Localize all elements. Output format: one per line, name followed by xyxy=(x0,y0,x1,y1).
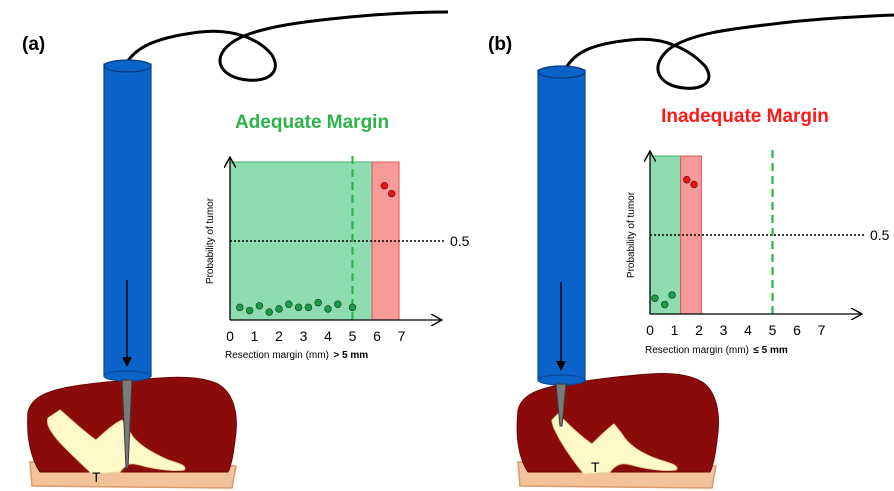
x-tick-label: 0 xyxy=(646,322,654,338)
panel-b-tumor-label: T xyxy=(591,459,600,475)
x-tick-label: 1 xyxy=(671,322,679,338)
panel-a-tumor-label: T xyxy=(92,469,101,485)
panel-a-fiber-cable xyxy=(120,10,449,82)
panel-a-tumor xyxy=(47,409,186,475)
x-tick-label: 3 xyxy=(300,328,308,344)
panel-b-x-axis-condition: ≤ 5 mm xyxy=(753,345,787,356)
panel-b-x-axis-title: Resection margin (mm) ≤ 5 mm xyxy=(645,340,788,357)
x-tick-label: 5 xyxy=(349,328,357,344)
healthy-point xyxy=(651,294,659,302)
panel-a-label: (a) xyxy=(22,34,45,55)
healthy-point xyxy=(275,305,283,313)
panel-a-x-axis-title: Resection margin (mm) > 5 mm xyxy=(225,345,368,362)
panel-b-tumor xyxy=(551,413,678,475)
tumor-point xyxy=(683,176,691,184)
panel-a-probe xyxy=(103,59,152,469)
x-tick-label: 0 xyxy=(226,328,234,344)
panel-b-y-axis-label: Probability of tumor xyxy=(626,191,637,278)
x-tick-label: 6 xyxy=(373,328,381,344)
panel-b-tissue: T xyxy=(516,373,719,489)
healthy-point xyxy=(236,303,244,312)
healthy-point xyxy=(294,303,303,312)
x-tick-label: 4 xyxy=(744,322,752,338)
panel-b-label: (b) xyxy=(488,34,512,55)
tumor-point xyxy=(380,182,389,190)
panel-a-reference-label: 0.5 xyxy=(450,233,470,249)
panel-a-needle xyxy=(121,379,133,469)
tumor-point xyxy=(690,180,698,189)
x-tick-label: 2 xyxy=(695,322,703,338)
tumor-point xyxy=(388,189,396,198)
healthy-point xyxy=(245,306,254,315)
x-tick-label: 7 xyxy=(398,328,406,344)
x-tick-label: 3 xyxy=(720,322,728,338)
healthy-point xyxy=(324,305,332,313)
x-tick-label: 6 xyxy=(793,322,801,338)
x-tick-label: 7 xyxy=(818,322,826,338)
panel-b-heading: Inadequate Margin xyxy=(661,106,829,127)
panel-b-reference-label: 0.5 xyxy=(870,227,890,243)
panel-a-x-axis-label: Resection margin (mm) xyxy=(225,350,329,361)
healthy-point xyxy=(668,291,676,299)
healthy-point xyxy=(348,303,357,312)
panel-b-fiber-cable xyxy=(561,13,894,90)
x-tick-label: 2 xyxy=(275,328,283,344)
panel-a-x-axis-condition: > 5 mm xyxy=(333,350,368,361)
healthy-point xyxy=(660,300,669,309)
panel-b-needle xyxy=(555,383,567,427)
panel-a-heading: Adequate Margin xyxy=(235,112,389,133)
healthy-point xyxy=(304,303,313,312)
panel-a-y-axis-label: Probability of tumor xyxy=(205,197,216,284)
healthy-point xyxy=(285,300,293,308)
panel-a-healthy-region xyxy=(229,161,373,321)
panel-b-x-axis-label: Resection margin (mm) xyxy=(645,345,749,356)
healthy-point xyxy=(334,300,342,308)
x-tick-label: 1 xyxy=(251,328,259,344)
healthy-point xyxy=(255,302,264,310)
x-tick-label: 5 xyxy=(769,322,777,338)
panel-b-data-points xyxy=(651,176,698,309)
x-tick-label: 4 xyxy=(324,328,332,344)
healthy-point xyxy=(265,308,273,316)
panel-a-tissue: T xyxy=(27,376,237,489)
panel-a-data-points xyxy=(236,182,396,316)
healthy-point xyxy=(314,298,322,307)
panel-b-probe xyxy=(537,65,586,427)
